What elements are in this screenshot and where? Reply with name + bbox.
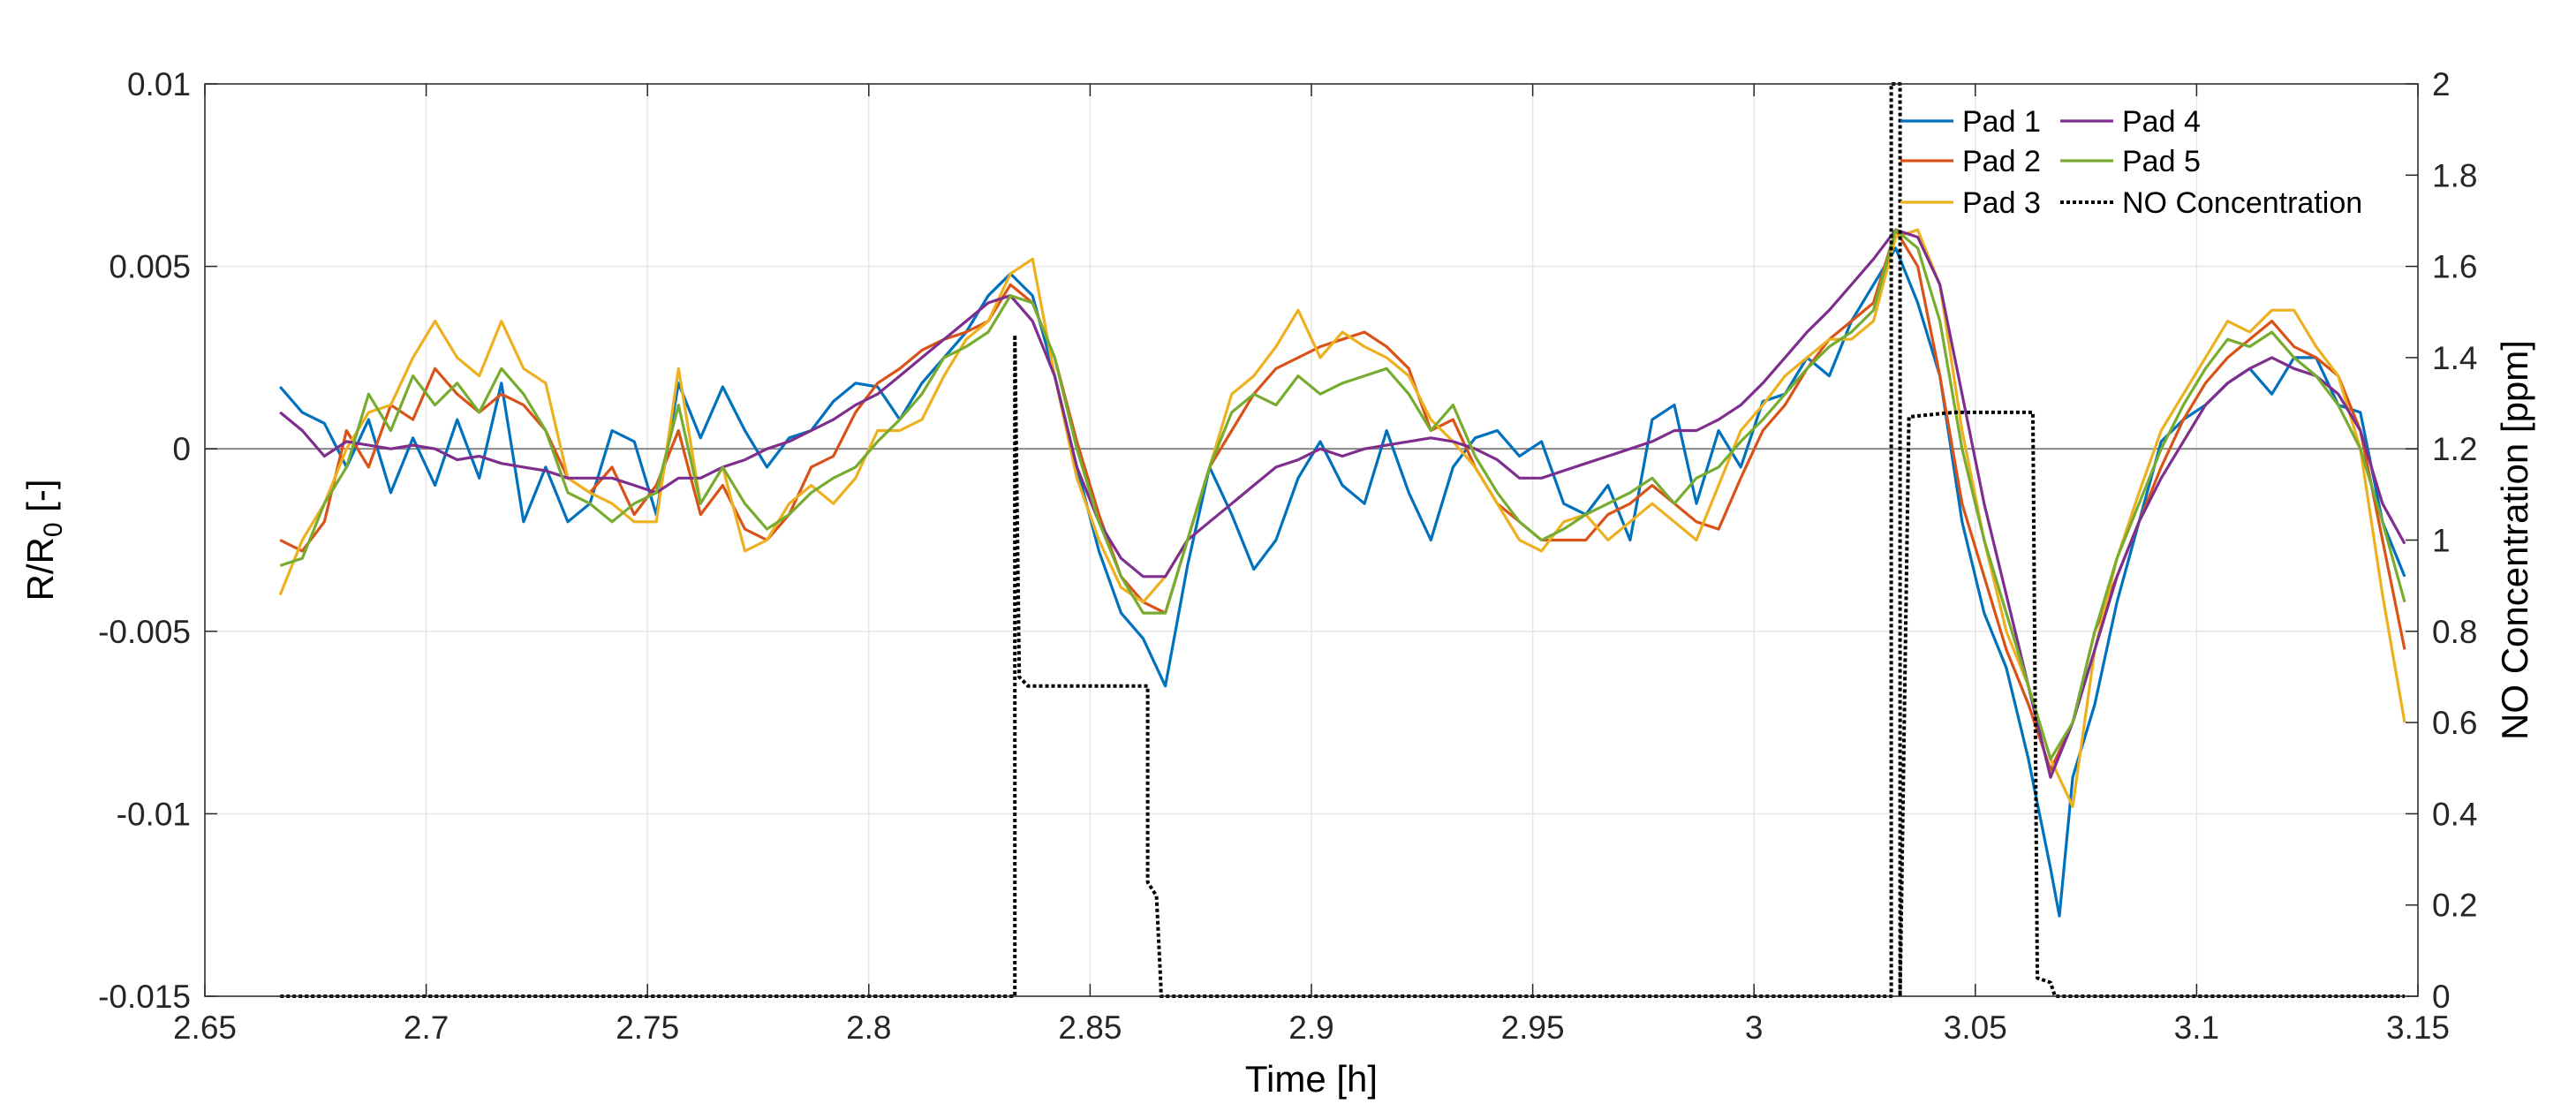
y-right-tick-label: 1.4 <box>2432 340 2477 376</box>
x-tick-label: 2.65 <box>173 1009 237 1046</box>
y-right-tick-label: 0.2 <box>2432 888 2477 924</box>
y-axis-left-label-subscript: 0 <box>39 522 68 537</box>
legend-label: Pad 3 <box>1962 186 2041 220</box>
y-right-tick-label: 1 <box>2432 523 2451 559</box>
series-line-pad-4 <box>279 228 2406 779</box>
series-line-pad-2 <box>279 228 2406 772</box>
legend-label: Pad 2 <box>1962 145 2041 178</box>
y-right-tick-label: 0.8 <box>2432 614 2477 650</box>
axis-ticks: 2.65 2.7 2.75 2.8 2.85 2.9 2.95 3 3.05 3.1 3.15 -0.… <box>98 66 2477 1046</box>
y-right-tick-label: 0 <box>2432 979 2451 1015</box>
y-axis-left-label-suffix: [-] <box>19 479 61 522</box>
grid-lines <box>204 83 2419 997</box>
series-line-pad-3 <box>278 228 2406 808</box>
x-tick-label: 3.05 <box>1944 1009 2007 1046</box>
x-axis-label: Time [h] <box>1245 1058 1378 1100</box>
y-left-tick-label: 0.005 <box>109 249 191 285</box>
legend-label: Pad 1 <box>1962 105 2041 139</box>
x-tick-label: 2.9 <box>1288 1009 1333 1046</box>
series-layer <box>278 82 2406 998</box>
series-line-pad-5 <box>279 228 2406 761</box>
y-left-tick-label: -0.005 <box>98 614 191 650</box>
y-right-tick-label: 2 <box>2432 66 2451 102</box>
y-axis-left-label-main: R/R <box>19 537 61 601</box>
legend-label: NO Concentration <box>2122 186 2362 220</box>
legend: Pad 1 Pad 2 Pad 3 Pad 4 Pad 5 NO Concentratio… <box>1900 105 2362 220</box>
x-tick-label: 3 <box>1745 1009 1764 1046</box>
y-right-tick-label: 1.8 <box>2432 157 2477 193</box>
y-right-tick-label: 0.4 <box>2432 796 2477 832</box>
x-tick-label: 2.8 <box>846 1009 891 1046</box>
series-line-no-concentration <box>280 82 2405 998</box>
x-tick-label: 2.75 <box>616 1009 679 1046</box>
y-right-tick-label: 0.6 <box>2432 705 2477 741</box>
y-axis-left-label: R/R0 [-] <box>19 479 68 601</box>
y-right-tick-label: 1.6 <box>2432 249 2477 285</box>
y-right-tick-label: 1.2 <box>2432 431 2477 467</box>
x-tick-label: 3.15 <box>2386 1009 2450 1046</box>
y-left-tick-label: -0.01 <box>117 796 191 832</box>
series-line-pad-1 <box>278 246 2406 918</box>
legend-label: Pad 5 <box>2122 145 2201 178</box>
y-left-tick-label: -0.015 <box>98 979 191 1015</box>
y-axis-right-label: NO Concentration [ppm] <box>2494 340 2535 740</box>
y-left-tick-label: 0.01 <box>127 66 191 102</box>
y-left-tick-label: 0 <box>172 431 191 467</box>
x-tick-label: 2.7 <box>404 1009 449 1046</box>
x-tick-label: 3.1 <box>2174 1009 2219 1046</box>
legend-label: Pad 4 <box>2122 105 2201 139</box>
x-tick-label: 2.85 <box>1058 1009 1122 1046</box>
x-tick-label: 2.95 <box>1501 1009 1565 1046</box>
